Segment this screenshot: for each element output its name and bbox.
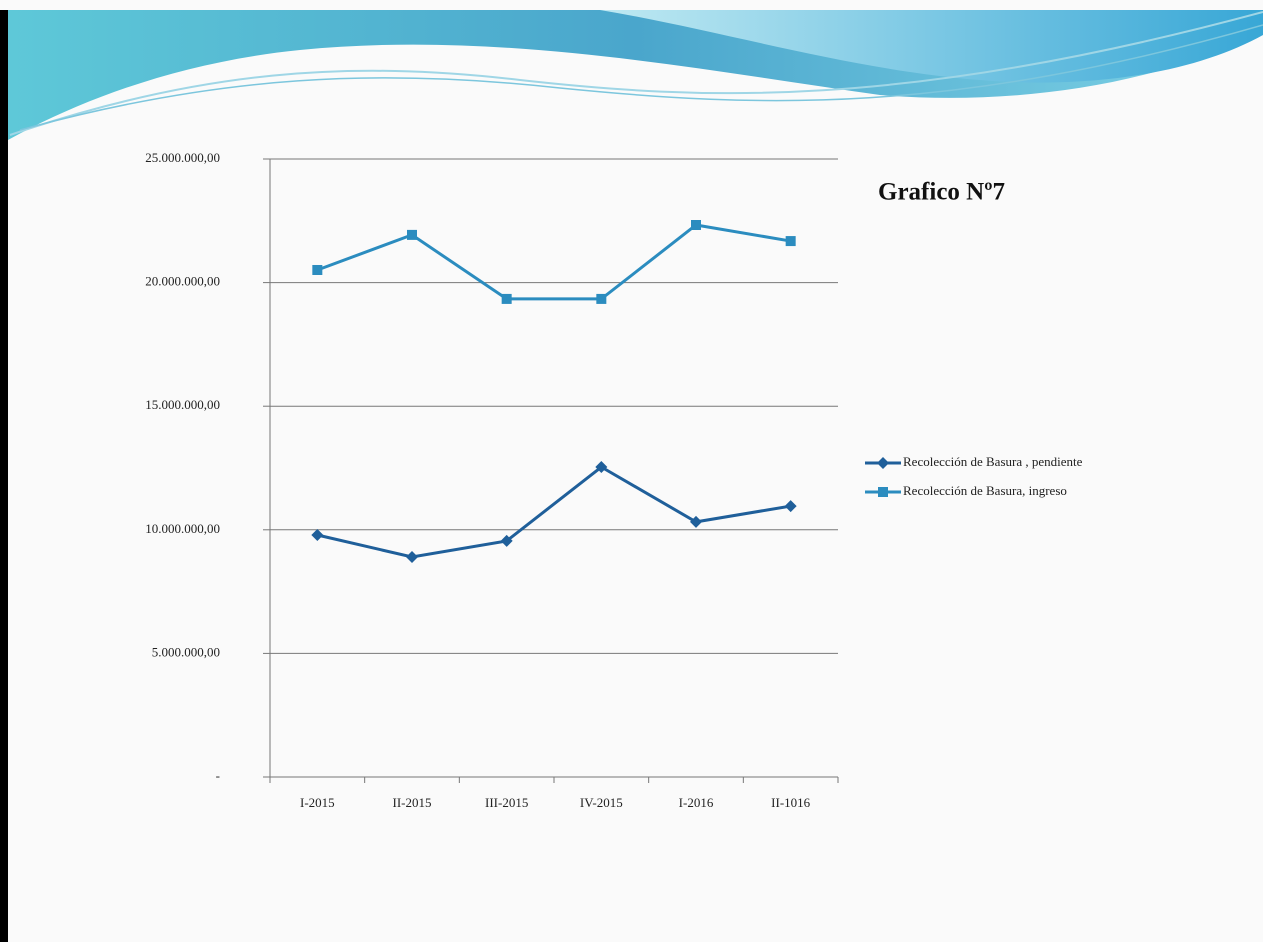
y-tick-label: 20.000.000,00 [145,274,220,289]
legend-label: Recolección de Basura , pendiente [903,454,1083,469]
marker [502,294,512,304]
y-tick-label: 15.000.000,00 [145,397,220,412]
slide: Grafico Nº7 - 5.000.000,00 10.000.000,00 15… [0,0,1263,942]
left-border [0,10,8,942]
chart-title: Grafico Nº7 [878,179,1005,206]
marker [596,294,606,304]
y-tick-label: 5.000.000,00 [152,644,220,659]
background [0,0,1263,942]
legend-label: Recolección de Basura, ingreso [903,483,1067,498]
marker [878,487,888,497]
x-tick-label: II-1016 [771,795,810,810]
x-tick-label: I-2015 [300,795,335,810]
marker [691,220,701,230]
x-tick-label: I-2016 [679,795,714,810]
y-tick-label: 25.000.000,00 [145,150,220,165]
x-tick-label: IV-2015 [580,795,623,810]
x-tick-label: II-2015 [393,795,432,810]
marker [312,265,322,275]
y-tick-label: 10.000.000,00 [145,521,220,536]
x-tick-label: III-2015 [485,795,528,810]
marker [786,236,796,246]
marker [407,230,417,240]
y-tick-label: - [216,768,220,783]
